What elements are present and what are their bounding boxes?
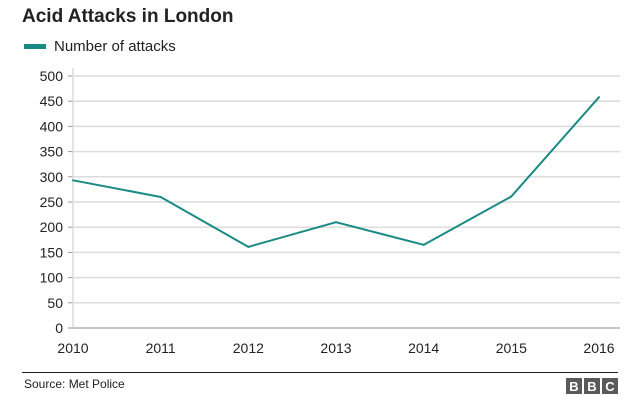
legend-swatch [24,44,46,49]
x-tick-label: 2010 [57,340,88,356]
data-point [335,221,337,224]
logo-letter: B [566,378,582,394]
data-point [510,195,513,198]
source-text: Source: Met Police [24,377,125,391]
y-tick-label: 100 [40,270,64,286]
y-tick-label: 500 [40,68,64,84]
series-line [72,96,600,248]
x-tick-label: 2013 [320,340,351,356]
y-tick-label: 450 [40,93,64,109]
chart-title: Acid Attacks in London [22,6,234,27]
y-tick-label: 0 [55,320,63,336]
logo-letter: C [602,378,618,394]
bbc-logo: B B C [566,378,618,394]
data-point [598,96,600,99]
x-tick-label: 2016 [583,340,614,356]
y-tick-label: 50 [47,295,63,311]
y-tick-label: 300 [40,169,64,185]
legend-label: Number of attacks [54,38,176,55]
y-tick-label: 150 [40,244,64,260]
x-tick-label: 2011 [146,340,176,356]
legend: Number of attacks [24,38,176,55]
y-tick-label: 200 [40,219,64,235]
data-point [159,195,162,198]
x-tick-label: 2015 [496,340,527,356]
footer-divider [22,372,618,373]
y-tick-label: 250 [40,194,64,210]
data-point [72,179,74,182]
y-tick-label: 350 [40,144,64,160]
data-point [422,243,425,246]
data-point [247,245,250,248]
logo-letter: B [584,378,600,394]
line-chart: 0 50 100 150 200 250 300 350 400 450 500 2010 2011 20… [40,68,620,356]
y-tick-label: 400 [40,118,64,134]
x-tick-label: 2014 [408,340,439,356]
x-tick-label: 2012 [233,340,264,356]
